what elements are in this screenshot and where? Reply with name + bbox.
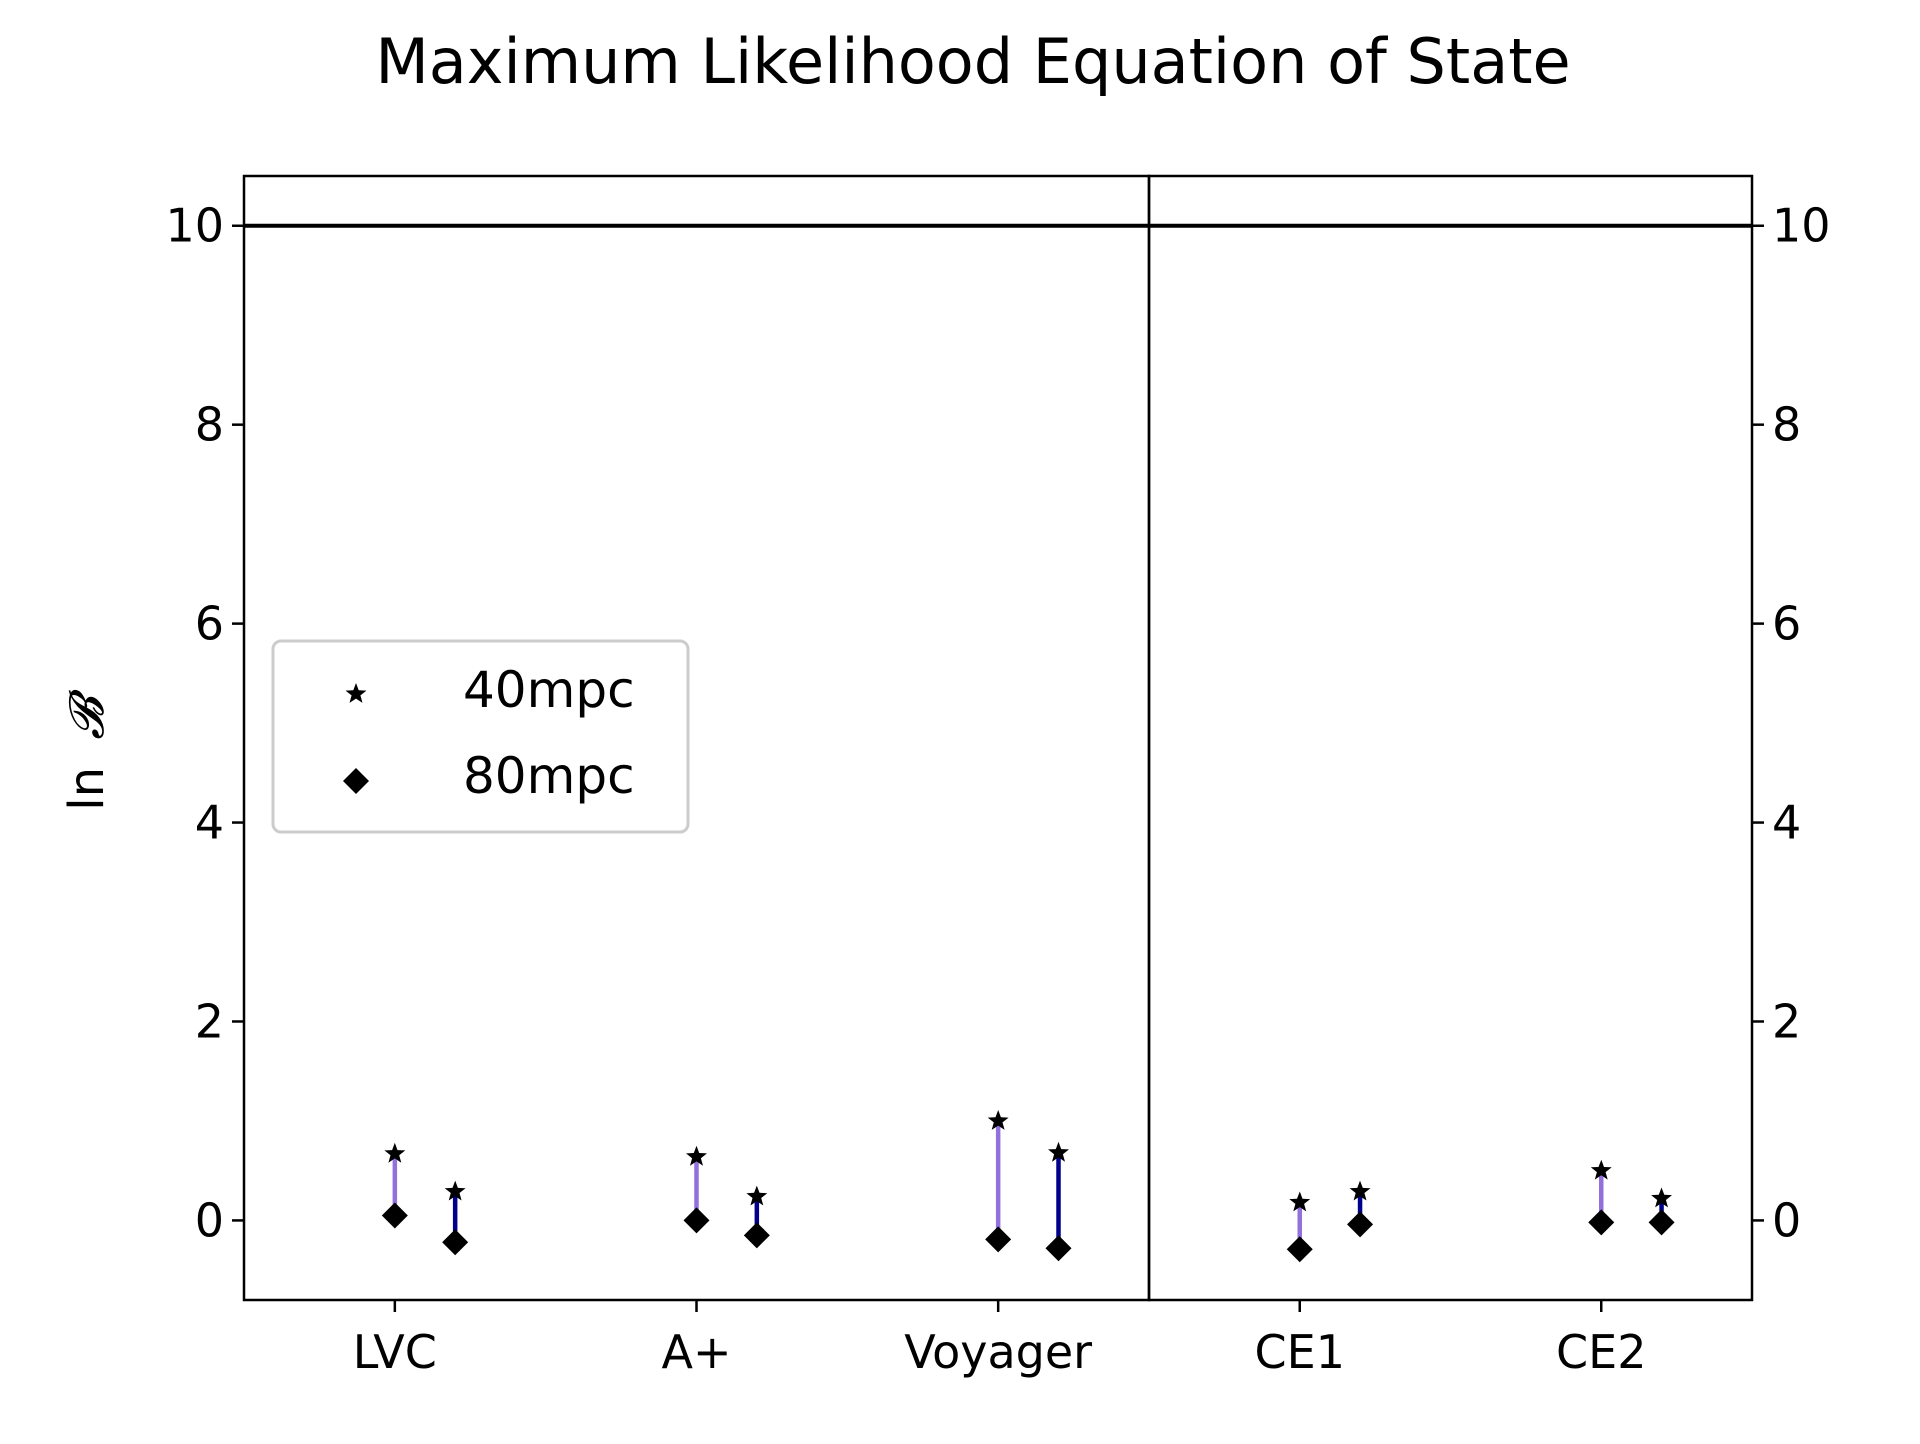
chart-title: Maximum Likelihood Equation of State	[375, 25, 1570, 98]
star-marker	[444, 1180, 466, 1201]
legend-label-80mpc: 80mpc	[463, 747, 635, 805]
diamond-marker	[381, 1202, 408, 1229]
legend-diamond-marker	[343, 768, 369, 794]
star-marker	[1651, 1187, 1672, 1208]
x-tick-label-lvc: LVC	[353, 1325, 437, 1379]
diamond-marker	[1588, 1209, 1615, 1236]
y-tick-label-right: 2	[1772, 994, 1801, 1048]
legend-diamond-shape	[343, 768, 369, 794]
plot-layer: 0 0 2 2 4 4 6 6 8 8 10 10 LVC A+ Voyager CE1 CE2	[165, 174, 1831, 1379]
star-marker	[1590, 1159, 1612, 1180]
star-marker	[1289, 1191, 1311, 1212]
star-marker	[686, 1145, 707, 1166]
x-tick-label-ce1: CE1	[1255, 1325, 1345, 1379]
diamond-marker	[442, 1229, 469, 1256]
diamond-marker	[1286, 1236, 1313, 1263]
y-tick-label-right: 6	[1772, 597, 1801, 651]
y-tick-label-left: 2	[195, 994, 224, 1048]
legend-star-shape	[345, 683, 367, 703]
diamond-marker	[743, 1222, 770, 1249]
star-marker	[384, 1142, 406, 1163]
legend: 40mpc 80mpc	[271, 639, 690, 834]
x-tick-label-a-: A+	[661, 1325, 731, 1379]
star-marker	[1349, 1180, 1371, 1201]
y-tick-label-left: 0	[195, 1193, 224, 1247]
legend-star-marker	[345, 683, 367, 703]
legend-label-40mpc: 40mpc	[463, 661, 635, 719]
panel-frame-2	[1147, 174, 1754, 1302]
diamond-marker	[985, 1226, 1012, 1253]
x-tick-label-ce2: CE2	[1556, 1325, 1646, 1379]
y-tick-label-left: 8	[195, 398, 224, 452]
svg-text:ln 𝓑: ln 𝓑	[59, 689, 115, 811]
y-tick-label-right: 10	[1772, 199, 1831, 253]
y-tick-label-right: 4	[1772, 796, 1801, 850]
star-marker	[1048, 1141, 1069, 1162]
legend-frame	[271, 639, 690, 834]
y-axis-label-symbol: 𝓑	[59, 689, 115, 740]
star-marker	[746, 1185, 768, 1206]
x-tick-label-voyager: Voyager	[904, 1325, 1092, 1379]
diamond-marker	[1045, 1235, 1072, 1262]
diamond-marker	[683, 1207, 710, 1234]
y-tick-label-left: 6	[195, 597, 224, 651]
y-tick-label-left: 10	[165, 199, 224, 253]
y-axis-label-text: ln	[59, 767, 115, 811]
diamond-marker	[1648, 1209, 1675, 1236]
y-axis-label: ln 𝓑	[59, 689, 115, 811]
y-tick-label-right: 0	[1772, 1193, 1801, 1247]
diamond-marker	[1347, 1211, 1374, 1238]
y-tick-label-left: 4	[195, 796, 224, 850]
y-tick-label-right: 8	[1772, 398, 1801, 452]
star-marker	[987, 1110, 1009, 1130]
